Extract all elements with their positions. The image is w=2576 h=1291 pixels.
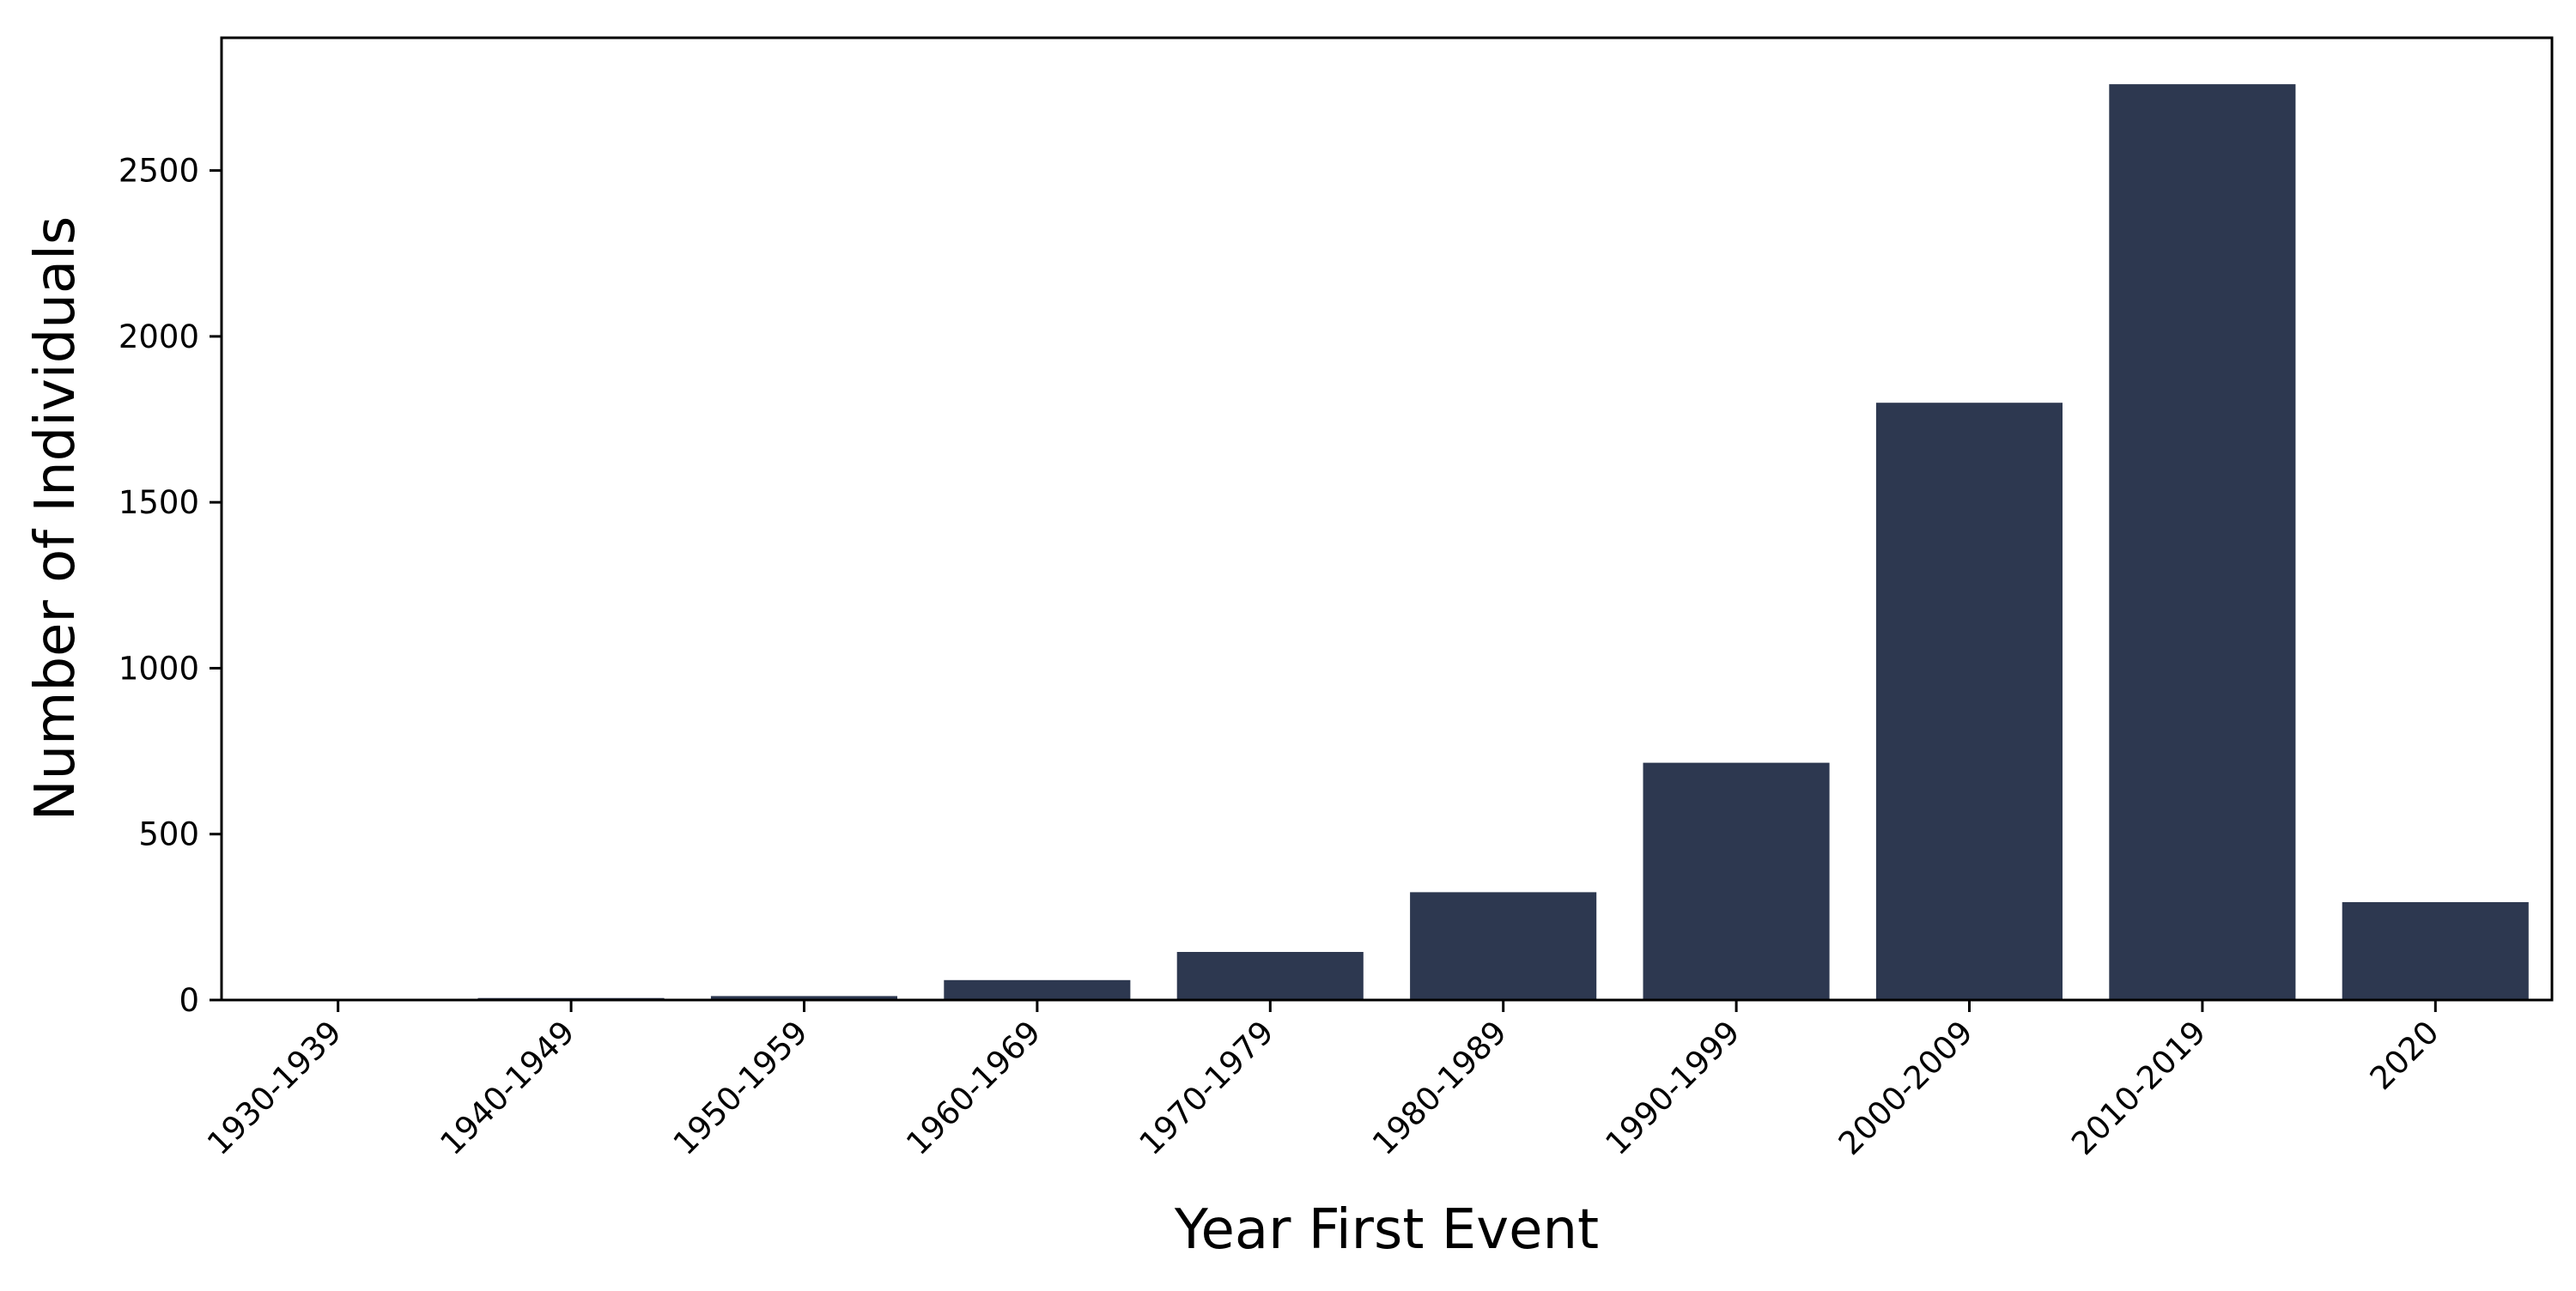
plot-frame (220, 36, 2554, 1002)
bar-1980-1989 (1410, 892, 1597, 1000)
bar-1960-1969 (944, 979, 1131, 1000)
y-tick-label: 1000 (118, 650, 199, 687)
bar-1950-1959 (710, 996, 897, 1000)
x-tick-label: 1930-1939 (200, 1014, 349, 1162)
y-tick-label: 0 (179, 982, 199, 1019)
x-axis-title: Year First Event (1174, 1198, 1599, 1262)
bar-1970-1979 (1176, 952, 1364, 1000)
x-tick-label: 1980-1989 (1365, 1014, 1514, 1162)
bar-2000-2009 (1875, 403, 2063, 1000)
y-tick-label: 2000 (118, 318, 199, 355)
y-tick-label: 2500 (118, 153, 199, 190)
y-axis-title: Number of Individuals (24, 216, 88, 821)
bar-2010-2019 (2109, 84, 2296, 1001)
bars-layer (245, 84, 2529, 1001)
x-tick-label: 1940-1949 (433, 1014, 581, 1162)
y-tick-label: 500 (138, 816, 199, 853)
x-tick-label: 1990-1999 (1598, 1014, 1747, 1162)
y-axis: 0 500 1000 1500 2000 2500 (118, 153, 222, 1019)
bar-1990-1999 (1643, 762, 1830, 1000)
x-tick-label: 2010-2019 (2064, 1014, 2213, 1162)
x-tick-label: 2000-2009 (1832, 1014, 1980, 1162)
x-axis: 1930-1939 1940-1949 1950-1959 1960-1969 1970… (200, 1000, 2446, 1162)
bar-2020 (2342, 902, 2529, 1000)
x-tick-label: 1970-1979 (1133, 1014, 1281, 1162)
x-tick-label: 2020 (2363, 1014, 2446, 1097)
x-tick-label: 1950-1959 (666, 1014, 815, 1162)
x-tick-label: 1960-1969 (899, 1014, 1048, 1162)
y-tick-label: 1500 (118, 484, 199, 521)
